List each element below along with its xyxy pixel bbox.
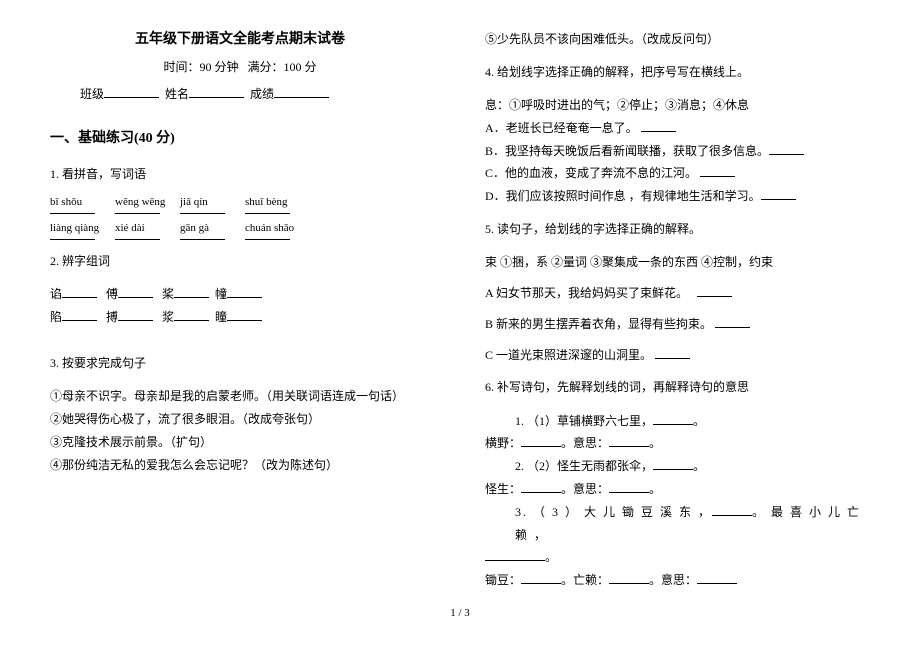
q2-label: 2. 辨字组词 [50, 252, 430, 271]
q6-1a: 1. （1）草铺横野六七里，。 [485, 410, 865, 433]
q6-1b: 横野：。意思：。 [485, 432, 865, 455]
grade-blank [274, 85, 329, 98]
class-label: 班级 [80, 87, 104, 101]
q5-b: B 新来的男生摆弄着衣角，显得有些拘束。 [485, 313, 865, 336]
fullscore-label: 满分：100 分 [248, 60, 317, 74]
q4-d: D．我们应该按照时间作息 ，有规律地生活和学习。 [485, 185, 865, 208]
pinyin-row-1: bǐ shǒu wēng wēng jiā qín shuǐ bèng [50, 196, 430, 208]
blank-row [50, 239, 430, 240]
q6-3blank: 。 [485, 546, 865, 569]
name-label: 姓名 [165, 87, 189, 101]
pinyin-cell: jiā qín [180, 196, 245, 208]
exam-subtitle: 时间：90 分钟 满分：100 分 [50, 58, 430, 75]
q4-c: C．他的血液，变成了奔流不息的江河。 [485, 162, 865, 185]
q5-a: A 妇女节那天，我给妈妈买了束鲜花。 [485, 282, 865, 305]
q6-2b: 怪生：。意思：。 [485, 478, 865, 501]
q4-def: 息：①呼吸时进出的气；②停止；③消息；④休息 [485, 94, 865, 117]
left-column: 五年级下册语文全能考点期末试卷 时间：90 分钟 满分：100 分 班级 姓名 … [50, 28, 430, 592]
section-1-heading: 一、基础练习(40 分) [50, 127, 430, 147]
q4-label: 4. 给划线字选择正确的解释，把序号写在横线上。 [485, 63, 865, 82]
q6-3c: 锄豆：。亡赖：。意思： [485, 569, 865, 592]
q5-c: C 一道光束照进深邃的山洞里。 [485, 344, 865, 367]
right-column: ⑤少先队员不该向困难低头。（改成反问句） 4. 给划线字选择正确的解释，把序号写… [485, 28, 865, 592]
q3-item5: ⑤少先队员不该向困难低头。（改成反问句） [485, 28, 865, 51]
q6-3a: 3. （ 3 ） 大 儿 锄 豆 溪 东 ，。 最 喜 小 儿 亡 赖 ， [485, 501, 865, 547]
page-number: 1 / 3 [0, 607, 920, 619]
q3-item: ①母亲不识字。母亲却是我的启蒙老师。（用关联词语连成一句话） [50, 385, 430, 408]
blank-row [50, 213, 430, 214]
q6-2a: 2. （2）怪生无雨都张伞，。 [485, 455, 865, 478]
pinyin-cell: xié dài [115, 222, 180, 234]
pinyin-cell: liàng qiàng [50, 222, 115, 234]
q6-label: 6. 补写诗句，先解释划线的词，再解释诗句的意思 [485, 378, 865, 397]
q3-item: ④那份纯洁无私的爱我怎么会忘记呢？（改为陈述句） [50, 454, 430, 477]
time-label: 时间：90 分钟 [163, 60, 238, 74]
pinyin-cell: wēng wēng [115, 196, 180, 208]
q1-label: 1. 看拼音，写词语 [50, 165, 430, 184]
class-blank [104, 85, 159, 98]
exam-title: 五年级下册语文全能考点期末试卷 [50, 28, 430, 48]
pinyin-cell: gān gà [180, 222, 245, 234]
q3-label: 3. 按要求完成句子 [50, 354, 430, 373]
name-blank [189, 85, 244, 98]
q5-def: 束 ①捆，系 ②量词 ③聚集成一条的东西 ④控制，约束 [485, 251, 865, 274]
q5-label: 5. 读句子，给划线的字选择正确的解释。 [485, 220, 865, 239]
q3-item: ②她哭得伤心极了，流了很多眼泪。（改成夸张句） [50, 408, 430, 431]
q4-b: B．我坚持每天晚饭后看新闻联播，获取了很多信息。 [485, 140, 865, 163]
info-line: 班级 姓名 成绩 [50, 85, 430, 102]
q3-item: ③克隆技术展示前景。（扩句） [50, 431, 430, 454]
pinyin-row-2: liàng qiàng xié dài gān gà chuán shāo [50, 222, 430, 234]
q2-row2: 陷 搏 浆 瞳 [50, 306, 430, 329]
grade-label: 成绩 [250, 87, 274, 101]
pinyin-cell: shuǐ bèng [245, 196, 310, 208]
q2-row1: 谄 傅 桨 幢 [50, 283, 430, 306]
q4-a: A．老班长已经奄奄一息了。 [485, 117, 865, 140]
pinyin-cell: bǐ shǒu [50, 196, 115, 208]
pinyin-cell: chuán shāo [245, 222, 310, 234]
